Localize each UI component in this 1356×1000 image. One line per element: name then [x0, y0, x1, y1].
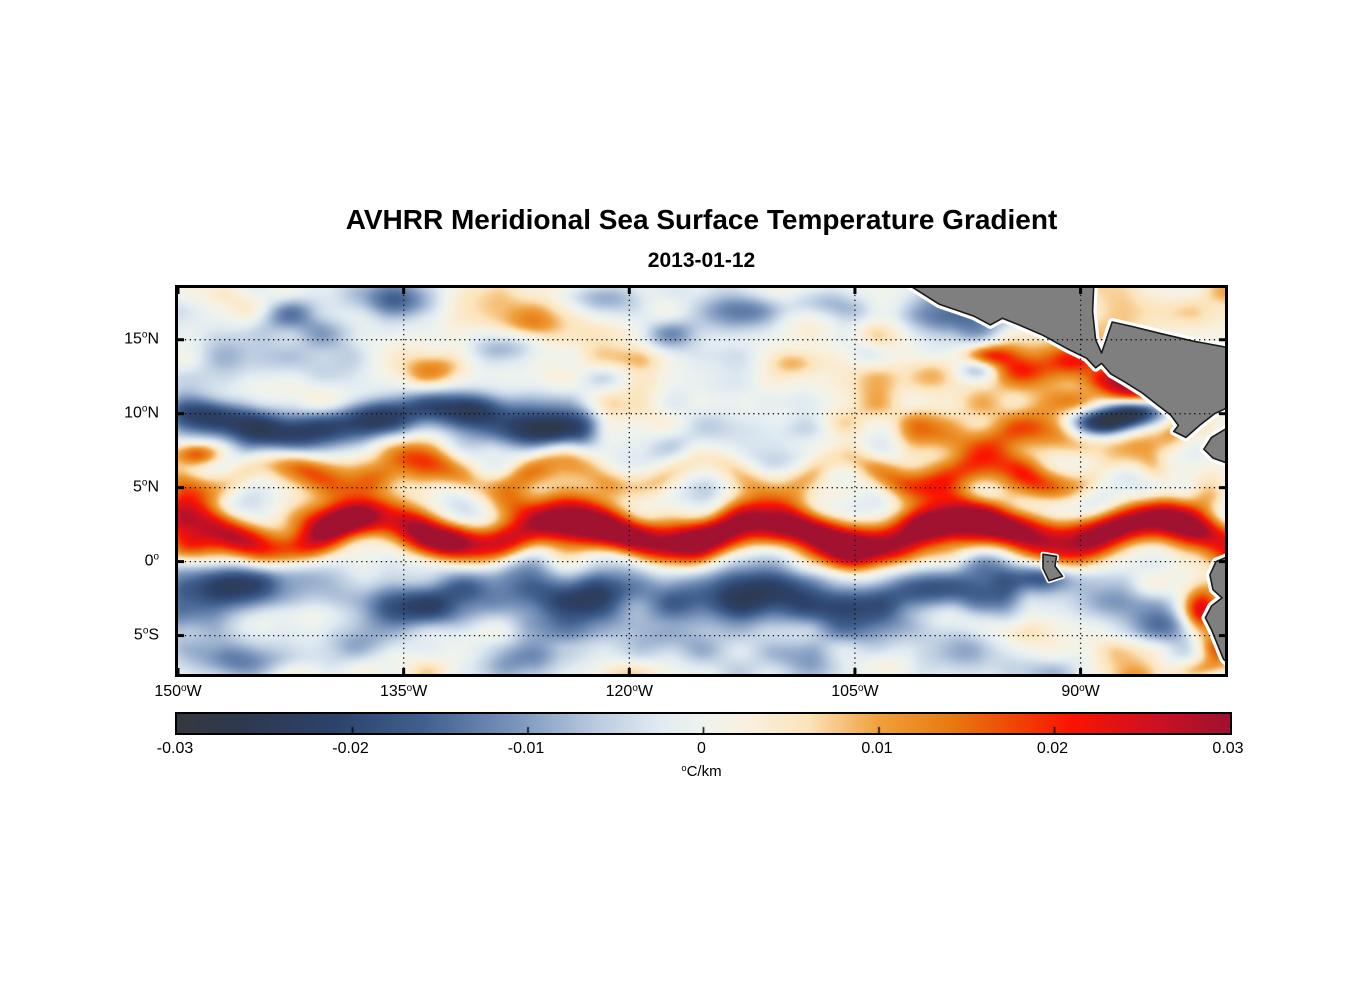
colorbar-tick-label: 0 [697, 740, 706, 757]
tick-right [1219, 560, 1228, 564]
longitude-axis-labels: 150oW 135oW 120oW 105oW 90oW [154, 682, 1228, 709]
tick-right [1219, 634, 1228, 638]
map-overlay [175, 285, 1228, 677]
tick-top [402, 285, 406, 294]
land-panama [1203, 426, 1228, 465]
colorbar-tick-label: -0.03 [156, 740, 194, 757]
degree-sup: o [681, 762, 687, 773]
tick-top [1079, 285, 1083, 294]
tick-right [1219, 486, 1228, 490]
lon-tick-label: 90oW [1061, 682, 1100, 700]
land-central-america [907, 285, 1228, 439]
tick-top [853, 285, 857, 294]
lat-tick-label: 5oS [133, 625, 159, 643]
tick-bottom [627, 668, 631, 677]
tick-left [175, 412, 184, 416]
tick-bottom [1079, 668, 1083, 677]
figure-title: AVHRR Meridional Sea Surface Temperature… [345, 204, 1058, 235]
tick-bottom [853, 668, 857, 677]
colorbar-tick-label: 0.01 [861, 740, 893, 757]
tick-top [176, 285, 180, 294]
land-galapagos [1042, 553, 1064, 582]
lon-tick-label: 135oW [379, 682, 428, 700]
lat-tick-label: 0o [144, 551, 159, 569]
colorbar-gradient [177, 714, 1230, 733]
unit-text: C/km [686, 763, 722, 780]
tick-right [1219, 412, 1228, 416]
tick-bottom [402, 668, 406, 677]
lat-tick-label: 10oN [124, 403, 159, 421]
tick-left [175, 338, 184, 342]
lat-tick-label: 15oN [124, 329, 159, 347]
lat-tick-label: 5oN [133, 477, 159, 495]
plot-frame [175, 285, 1228, 677]
lon-tick-label: 120oW [605, 682, 653, 700]
colorbar-tick-label: -0.01 [507, 740, 545, 757]
colorbar-unit-label: oC/km [175, 763, 1228, 780]
tick-bottom [176, 668, 180, 677]
colorbar-tick-label: 0.03 [1212, 740, 1244, 757]
colorbar-tick-label: 0.02 [1036, 740, 1069, 757]
sst-gradient-field [175, 285, 1228, 677]
tick-left [175, 560, 184, 564]
tick-left [175, 486, 184, 490]
colorbar [175, 712, 1232, 735]
lon-tick-label: 150oW [154, 682, 202, 700]
latitude-axis-labels: 15oN 10oN 5oN 0o 5oS [0, 285, 166, 677]
colorbar-tick-labels: -0.03 -0.02 -0.01 0 0.01 0.02 0.03 [157, 740, 1244, 760]
tick-top [627, 285, 631, 294]
lon-tick-label: 105oW [831, 682, 879, 700]
tick-left [175, 634, 184, 638]
figure-date: 2013-01-12 [647, 249, 756, 272]
colorbar-tick-label: -0.02 [332, 740, 369, 757]
tick-right [1219, 338, 1228, 342]
map-plot-area [175, 285, 1228, 677]
